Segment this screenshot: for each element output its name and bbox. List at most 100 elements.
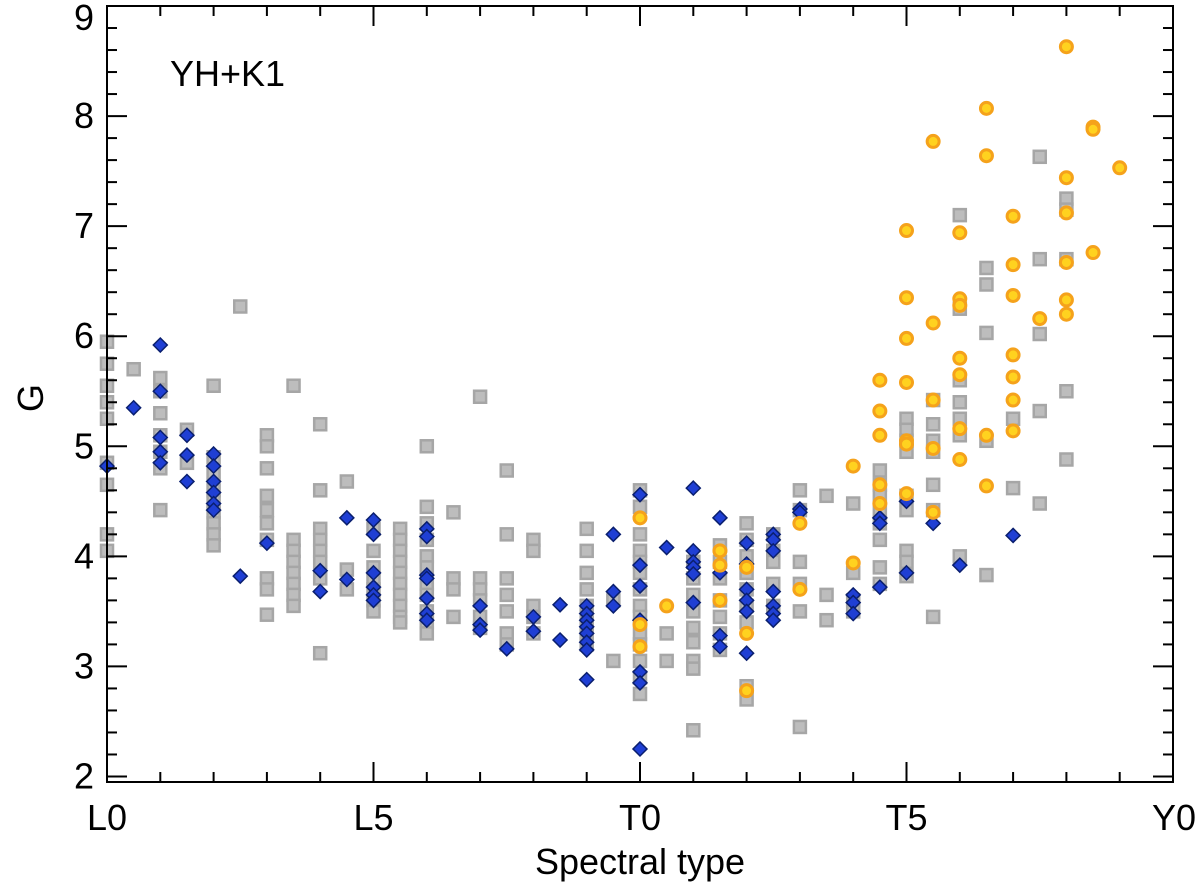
- grey-square-point: [312, 483, 328, 498]
- blue-diamond-point: [338, 509, 355, 526]
- blue-diamond-point: [365, 526, 382, 543]
- orange-circle-point: [1005, 287, 1021, 303]
- grey-square-point: [499, 604, 514, 619]
- orange-circle-point: [739, 625, 755, 641]
- grey-square-point: [606, 653, 621, 669]
- blue-diamond-point: [418, 590, 435, 607]
- grey-square-point: [792, 483, 808, 498]
- orange-circle-point: [1005, 369, 1021, 385]
- orange-circle-point: [1005, 208, 1021, 224]
- orange-circle-point: [1005, 347, 1021, 363]
- blue-diamond-point: [551, 631, 569, 649]
- grey-square-point: [979, 260, 994, 276]
- grey-square-point: [659, 653, 674, 669]
- grey-square-point: [925, 477, 941, 493]
- orange-circle-point: [899, 290, 914, 306]
- orange-circle-point: [872, 477, 888, 493]
- orange-circle-point: [1058, 292, 1074, 308]
- grey-square-point: [259, 439, 275, 454]
- grey-square-point: [499, 587, 514, 603]
- blue-diamond-point: [685, 480, 702, 497]
- blue-diamond-point: [631, 740, 649, 758]
- grey-square-point: [819, 587, 834, 603]
- blue-diamond-point: [925, 515, 942, 532]
- blue-diamond-point: [178, 447, 196, 464]
- grey-square-point: [259, 502, 275, 518]
- grey-square-point: [312, 417, 328, 432]
- blue-diamond-point: [418, 528, 435, 545]
- grey-square-point: [1032, 496, 1047, 511]
- blue-diamond-point: [738, 535, 755, 552]
- blue-diamond-point: [312, 562, 329, 579]
- blue-diamond-point: [871, 515, 888, 532]
- y-tick-label: 4: [74, 535, 94, 576]
- grey-square-point: [632, 527, 648, 542]
- grey-square-point: [312, 645, 328, 661]
- grey-square-point: [1032, 251, 1047, 267]
- blue-diamond-point: [472, 597, 489, 614]
- orange-circle-point: [925, 392, 941, 408]
- orange-circle-point: [1058, 306, 1074, 322]
- grey-square-point: [872, 560, 888, 575]
- blue-diamond-point: [152, 336, 169, 354]
- grey-square-point: [499, 527, 514, 542]
- grey-square-point: [1032, 149, 1047, 165]
- orange-circle-point: [845, 555, 861, 571]
- orange-circle-point: [1005, 392, 1021, 408]
- blue-diamond-point: [418, 570, 435, 587]
- blue-diamond-point: [631, 486, 649, 503]
- grey-square-point: [952, 207, 968, 223]
- orange-circle-point: [845, 458, 861, 474]
- grey-square-point: [872, 532, 888, 548]
- orange-circle-point: [925, 133, 941, 149]
- grey-square-point: [872, 463, 888, 478]
- blue-diamond-point: [631, 557, 649, 574]
- grey-square-point: [339, 474, 355, 489]
- blue-diamond-point: [578, 671, 595, 688]
- grey-square-point: [259, 582, 275, 597]
- y-tick-label: 5: [74, 425, 94, 466]
- x-tick-label: Y0: [1152, 797, 1196, 838]
- grey-square-point: [259, 516, 275, 531]
- grey-square-point: [153, 502, 168, 518]
- orange-circle-point: [712, 592, 728, 608]
- grey-square-point: [739, 516, 754, 531]
- grey-square-point: [286, 378, 301, 393]
- blue-diamond-point: [205, 502, 222, 519]
- orange-circle-point: [792, 581, 808, 597]
- grey-square-point: [419, 499, 435, 515]
- blue-diamond-point: [631, 578, 649, 595]
- orange-circle-point: [925, 440, 941, 456]
- orange-circle-point: [872, 427, 888, 443]
- grey-square-point: [392, 615, 408, 630]
- y-tick-label: 8: [74, 95, 94, 136]
- chart-marks: [98, 39, 1128, 758]
- blue-diamond-point: [898, 564, 915, 581]
- blue-diamond-point: [578, 641, 595, 658]
- grey-square-point: [792, 719, 808, 735]
- blue-diamond-point: [152, 383, 169, 400]
- blue-diamond-point: [711, 638, 729, 655]
- grey-square-point: [1059, 383, 1074, 399]
- blue-diamond-point: [338, 571, 355, 588]
- orange-circle-point: [1112, 160, 1128, 176]
- orange-circle-point: [899, 486, 914, 502]
- grey-square-point: [979, 567, 994, 583]
- blue-diamond-point: [312, 583, 329, 600]
- blue-diamond-point: [498, 640, 515, 657]
- orange-circle-point: [978, 100, 994, 116]
- blue-diamond-point: [605, 597, 622, 614]
- grey-square-point: [819, 612, 834, 628]
- blue-diamond-point: [551, 596, 569, 613]
- grey-square-point: [1005, 480, 1021, 496]
- blue-diamond-point: [738, 645, 755, 662]
- y-tick-label: 2: [74, 755, 94, 796]
- grey-square-point: [472, 389, 488, 405]
- grey-square-point: [792, 604, 808, 619]
- grey-square-point: [419, 626, 435, 641]
- grey-square-point: [206, 378, 221, 393]
- grey-square-point: [925, 609, 941, 625]
- y-axis-title: G: [10, 384, 51, 412]
- grey-square-point: [1005, 411, 1021, 427]
